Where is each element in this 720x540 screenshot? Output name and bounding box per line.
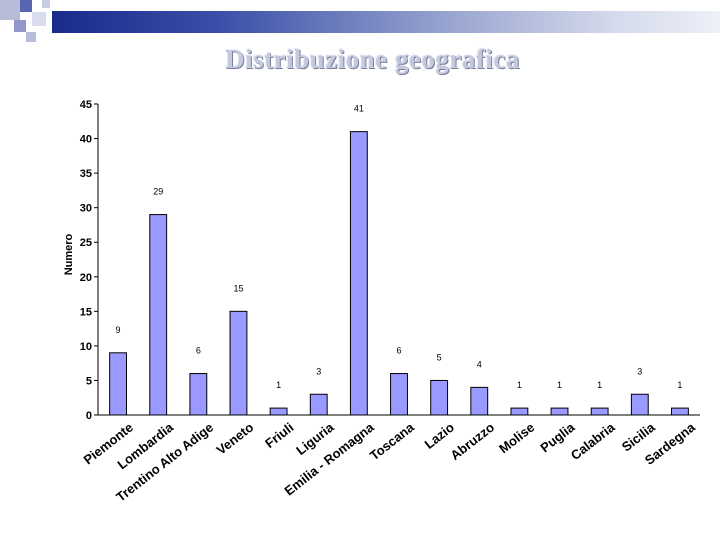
bar-value-label: 1 <box>677 380 682 390</box>
bar <box>390 373 408 416</box>
bar <box>630 393 649 416</box>
bar-value-label: 9 <box>116 325 121 335</box>
y-tick-label: 10 <box>80 341 92 353</box>
bar-value-label: 15 <box>233 283 243 293</box>
bar <box>269 407 288 416</box>
x-tick-label: Veneto <box>213 420 256 458</box>
y-axis-label: Numero <box>63 233 75 275</box>
bar <box>189 373 208 416</box>
decor-square <box>42 0 50 8</box>
slide-title: Distribuzione geografica <box>225 44 520 74</box>
y-tick-label: 25 <box>80 237 92 249</box>
x-tick-label: Calabria <box>568 419 618 463</box>
bar <box>149 214 168 416</box>
bar <box>550 407 569 416</box>
y-tick-label: 20 <box>80 272 92 284</box>
bar <box>510 407 529 416</box>
bar-value-label: 3 <box>316 366 321 376</box>
bar-value-label: 1 <box>597 380 602 390</box>
x-tick-label: Toscana <box>367 419 418 463</box>
x-tick-label: Friuli <box>262 420 296 451</box>
header-accent-bar <box>52 11 720 33</box>
bar <box>430 379 449 416</box>
decor-square <box>32 12 46 26</box>
bar-value-label: 4 <box>477 359 482 369</box>
decor-square <box>14 20 26 32</box>
y-tick-label: 35 <box>80 168 92 180</box>
bar <box>109 352 127 416</box>
bar <box>309 393 328 416</box>
y-tick-label: 5 <box>86 375 92 387</box>
bar-value-label: 1 <box>517 380 522 390</box>
bar <box>590 407 609 416</box>
bar-value-label: 6 <box>196 346 201 356</box>
y-tick-label: 45 <box>80 99 92 111</box>
bar-value-label: 5 <box>437 352 442 362</box>
x-tick-label: Molise <box>496 420 537 457</box>
chart-bars <box>109 131 689 416</box>
y-tick-label: 30 <box>80 203 92 215</box>
y-tick-label: 40 <box>80 134 92 146</box>
bar <box>349 131 368 416</box>
bar-value-label: 41 <box>354 104 364 114</box>
bar-value-label: 6 <box>396 346 401 356</box>
bar-value-label: 29 <box>153 187 163 197</box>
y-tick-label: 15 <box>80 306 92 318</box>
bar <box>470 386 489 416</box>
bar <box>229 310 248 416</box>
x-tick-label: Abruzzo <box>447 420 497 463</box>
y-tick-label: 0 <box>86 410 92 422</box>
bar-value-label: 1 <box>276 380 281 390</box>
bar-value-label: 3 <box>637 366 642 376</box>
decor-square <box>26 32 36 42</box>
bar-value-label: 1 <box>557 380 562 390</box>
bar <box>671 407 689 416</box>
decor-square <box>0 0 20 20</box>
decor-square <box>20 0 32 12</box>
